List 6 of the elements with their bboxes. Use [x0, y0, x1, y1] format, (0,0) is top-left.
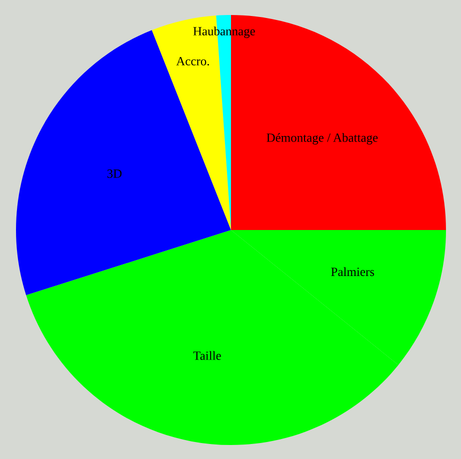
slice-label: Palmiers	[331, 267, 374, 276]
slice-label: Taille	[193, 351, 221, 360]
slice-label: Accro.	[176, 57, 209, 66]
slice-label: Haubannage	[193, 26, 255, 38]
slice-label: Démontage / Abattage	[266, 133, 378, 144]
slice-label: 3D	[107, 169, 122, 178]
